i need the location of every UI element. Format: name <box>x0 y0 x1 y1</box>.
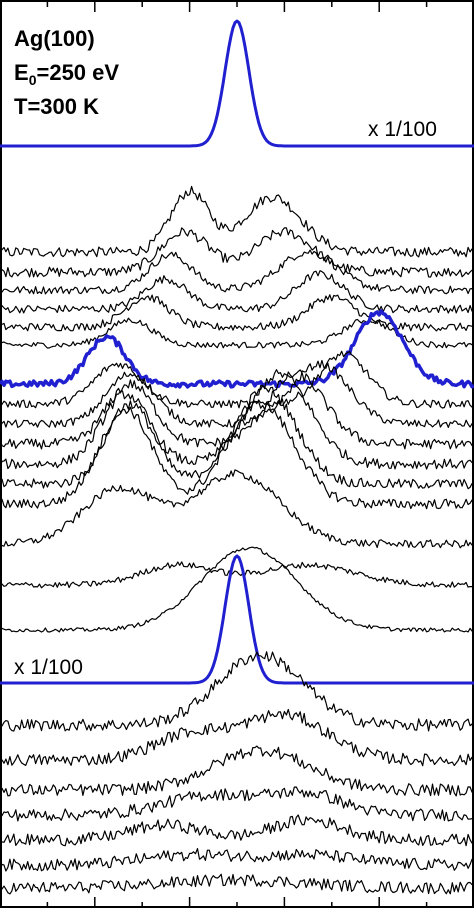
spectrum-trace-12 <box>0 385 474 490</box>
spectrum-trace-8 <box>0 350 474 409</box>
spectrum-trace-5 <box>0 294 474 332</box>
spectrum-trace-1 <box>0 185 474 258</box>
spectrum-trace-16 <box>0 546 474 633</box>
spectrum-trace-20 <box>0 745 474 797</box>
spectrum-trace-19 <box>0 708 474 767</box>
spectrum-traces <box>0 19 474 895</box>
sample-label: Ag(100) <box>14 26 95 51</box>
energy-symbol: E <box>14 60 29 85</box>
spectrum-trace-4 <box>0 270 474 314</box>
spectrum-trace-3 <box>0 249 474 295</box>
spectrum-trace-23 <box>0 848 474 872</box>
spectrum-trace-22 <box>0 814 474 847</box>
spectrum-trace-14 <box>0 469 474 549</box>
spectrum-trace-2 <box>0 227 474 278</box>
energy-label: E0=250 eV <box>14 60 119 88</box>
spectrum-trace-9 <box>0 359 474 428</box>
scale-annotation-top: x 1/100 <box>368 118 437 141</box>
highlight-spectrum-0 <box>0 19 474 148</box>
scale-annotation-bottom: x 1/100 <box>14 656 83 679</box>
energy-subscript: 0 <box>29 72 37 88</box>
temperature-label: T=300 K <box>14 94 99 119</box>
highlight-spectrum-7 <box>0 309 474 389</box>
spectrum-trace-24 <box>0 873 474 895</box>
spectrum-trace-21 <box>0 786 474 822</box>
spectrum-trace-15 <box>0 561 474 589</box>
spectrum-trace-13 <box>0 401 474 510</box>
spectrum-trace-10 <box>0 369 474 450</box>
spectrum-trace-18 <box>0 651 474 732</box>
energy-value: =250 eV <box>36 60 119 85</box>
highlight-spectrum-17 <box>0 554 474 685</box>
